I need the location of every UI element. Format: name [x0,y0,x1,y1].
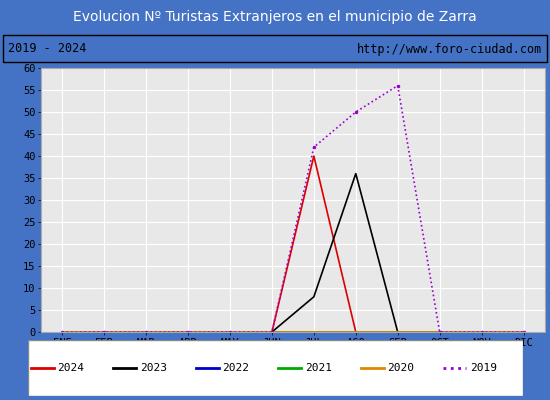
Text: 2022: 2022 [222,363,249,373]
Text: 2019: 2019 [470,363,497,373]
Text: 2021: 2021 [305,363,332,373]
Text: 2023: 2023 [140,363,167,373]
Text: 2019 - 2024: 2019 - 2024 [8,42,87,56]
Text: 2020: 2020 [387,363,414,373]
Text: Evolucion Nº Turistas Extranjeros en el municipio de Zarra: Evolucion Nº Turistas Extranjeros en el … [73,10,477,24]
Text: http://www.foro-ciudad.com: http://www.foro-ciudad.com [356,42,542,56]
Text: 2024: 2024 [57,363,84,373]
